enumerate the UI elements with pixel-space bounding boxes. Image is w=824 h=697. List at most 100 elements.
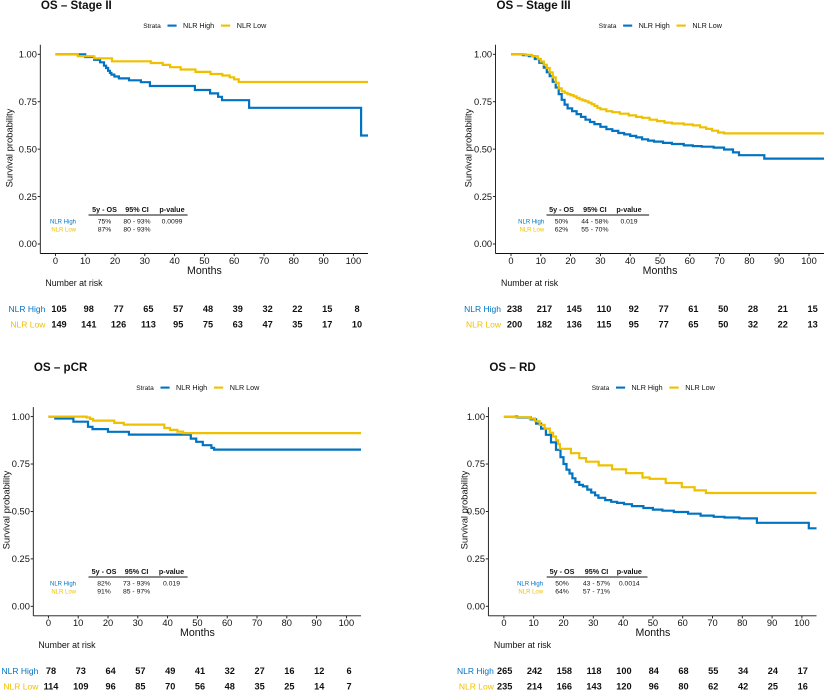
svg-text:100: 100: [794, 618, 810, 628]
svg-text:Strata: Strata: [592, 385, 610, 392]
svg-text:NLR Low: NLR Low: [518, 589, 543, 595]
svg-text:p-value: p-value: [159, 205, 184, 214]
svg-text:141: 141: [81, 319, 96, 329]
svg-text:0.00: 0.00: [12, 602, 30, 612]
svg-text:85 - 97%: 85 - 97%: [123, 588, 150, 595]
svg-text:32: 32: [748, 319, 758, 329]
svg-text:145: 145: [567, 304, 582, 314]
svg-text:0.25: 0.25: [19, 192, 37, 202]
svg-text:0.75: 0.75: [467, 459, 485, 469]
svg-text:120: 120: [616, 681, 631, 691]
svg-text:0: 0: [53, 256, 58, 266]
svg-text:NLR Low: NLR Low: [51, 227, 76, 233]
svg-text:61: 61: [688, 304, 698, 314]
svg-text:20: 20: [110, 256, 120, 266]
svg-text:5y - OS: 5y - OS: [92, 205, 117, 214]
svg-text:5y - OS: 5y - OS: [92, 567, 117, 576]
svg-text:50%: 50%: [555, 218, 569, 225]
svg-text:50: 50: [718, 319, 728, 329]
svg-text:1.00: 1.00: [12, 412, 30, 422]
svg-text:27: 27: [254, 666, 264, 676]
svg-text:80: 80: [282, 618, 292, 628]
svg-text:30: 30: [133, 618, 143, 628]
svg-text:NLR High: NLR High: [457, 666, 494, 676]
svg-text:80: 80: [744, 256, 754, 266]
svg-text:NLR High: NLR High: [518, 219, 544, 225]
svg-text:10: 10: [536, 256, 546, 266]
svg-text:118: 118: [587, 666, 602, 676]
svg-text:60: 60: [222, 618, 232, 628]
svg-text:p-value: p-value: [617, 567, 642, 576]
svg-text:40: 40: [618, 618, 628, 628]
svg-text:NLR High: NLR High: [9, 304, 46, 314]
svg-text:214: 214: [527, 681, 543, 691]
svg-text:NLR High: NLR High: [2, 666, 39, 676]
svg-text:20: 20: [558, 618, 568, 628]
svg-text:158: 158: [557, 666, 572, 676]
svg-text:p-value: p-value: [616, 205, 641, 214]
svg-text:50: 50: [199, 256, 209, 266]
svg-text:80 - 93%: 80 - 93%: [123, 218, 150, 225]
svg-text:Months: Months: [643, 265, 678, 277]
svg-text:200: 200: [507, 319, 522, 329]
svg-text:NLR Low: NLR Low: [692, 21, 722, 30]
svg-text:90: 90: [767, 618, 777, 628]
svg-text:30: 30: [595, 256, 605, 266]
svg-text:NLR High: NLR High: [50, 219, 76, 225]
svg-text:47: 47: [262, 319, 272, 329]
svg-text:7: 7: [346, 681, 351, 691]
svg-text:NLR High: NLR High: [176, 383, 207, 392]
svg-text:Months: Months: [636, 627, 671, 639]
svg-text:65: 65: [688, 319, 698, 329]
svg-text:0.75: 0.75: [19, 97, 37, 107]
svg-text:49: 49: [165, 666, 175, 676]
svg-text:62%: 62%: [555, 226, 569, 233]
svg-text:149: 149: [51, 319, 66, 329]
svg-text:50%: 50%: [555, 580, 569, 587]
svg-text:63: 63: [233, 319, 243, 329]
svg-text:10: 10: [529, 618, 539, 628]
svg-text:143: 143: [586, 681, 601, 691]
svg-text:24: 24: [768, 666, 779, 676]
svg-text:109: 109: [73, 681, 88, 691]
svg-text:80: 80: [678, 681, 688, 691]
svg-text:NLR High: NLR High: [464, 304, 501, 314]
svg-text:0.019: 0.019: [163, 580, 180, 587]
svg-text:136: 136: [567, 319, 582, 329]
svg-text:OS – Stage III: OS – Stage III: [497, 0, 571, 12]
svg-text:13: 13: [807, 319, 817, 329]
svg-text:90: 90: [318, 256, 328, 266]
svg-text:43 - 57%: 43 - 57%: [583, 580, 610, 587]
svg-text:17: 17: [798, 666, 808, 676]
svg-text:57: 57: [173, 304, 183, 314]
svg-text:Number at risk: Number at risk: [501, 278, 559, 288]
svg-text:32: 32: [225, 666, 235, 676]
svg-text:182: 182: [537, 319, 552, 329]
svg-text:0.00: 0.00: [19, 239, 37, 249]
svg-text:95% CI: 95% CI: [125, 205, 149, 214]
svg-text:57 - 71%: 57 - 71%: [583, 588, 610, 595]
svg-text:60: 60: [685, 256, 695, 266]
svg-text:70: 70: [707, 618, 717, 628]
svg-text:OS – RD: OS – RD: [489, 361, 535, 374]
svg-text:92: 92: [629, 304, 639, 314]
svg-text:75%: 75%: [98, 218, 112, 225]
svg-text:105: 105: [51, 304, 66, 314]
svg-text:235: 235: [497, 681, 512, 691]
svg-text:96: 96: [105, 681, 115, 691]
svg-text:95: 95: [629, 319, 639, 329]
svg-text:NLR Low: NLR Low: [685, 383, 715, 392]
svg-text:22: 22: [292, 304, 302, 314]
svg-text:25: 25: [768, 681, 778, 691]
svg-text:0.0099: 0.0099: [162, 218, 183, 225]
svg-text:100: 100: [801, 256, 817, 266]
svg-text:0.75: 0.75: [474, 97, 492, 107]
svg-text:60: 60: [229, 256, 239, 266]
svg-text:30: 30: [140, 256, 150, 266]
svg-text:64: 64: [105, 666, 116, 676]
svg-text:70: 70: [165, 681, 175, 691]
svg-text:p-value: p-value: [159, 567, 184, 576]
svg-text:95: 95: [173, 319, 183, 329]
svg-text:25: 25: [284, 681, 294, 691]
svg-text:Number at risk: Number at risk: [45, 278, 103, 288]
